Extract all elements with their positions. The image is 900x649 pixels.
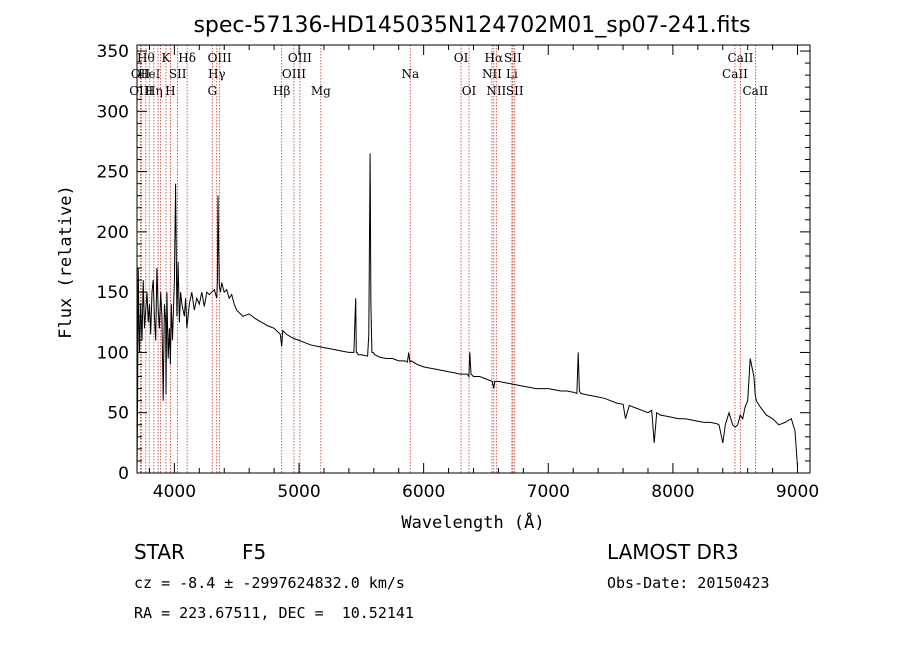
spectrum-line [136, 153, 798, 474]
x-tick-label: 6000 [402, 482, 445, 502]
subclass: F5 [242, 540, 267, 564]
y-tick-label: 200 [97, 223, 129, 243]
survey-label: LAMOST DR3 [607, 540, 739, 564]
line-marker-label: K [162, 51, 172, 65]
y-tick-label: 100 [97, 343, 129, 363]
line-marker-label: Hγ [208, 67, 226, 81]
x-tick-label: 5000 [277, 482, 320, 502]
x-axis-label: Wavelength (Å) [401, 511, 544, 533]
y-tick-label: 50 [107, 404, 129, 424]
line-marker-label: NII [486, 84, 506, 98]
line-marker-label: Hθ [137, 51, 155, 65]
x-tick-label: 7000 [527, 482, 570, 502]
redshift-readout: cz = -8.4 ± -2997624832.0 km/s [134, 574, 405, 592]
line-marker-label: Na [401, 67, 419, 81]
line-marker-label: Hη [145, 84, 163, 98]
line-marker-label: Li [506, 67, 518, 81]
line-marker-label: OIII [129, 84, 153, 98]
line-marker-label: OI [454, 51, 469, 65]
line-marker-label: HeI [138, 67, 161, 81]
y-axis-label: Flux (relative) [56, 185, 76, 339]
obs-date: Obs-Date: 20150423 [607, 574, 770, 592]
chart-title: spec-57136-HD145035N124702M01_sp07-241.f… [193, 13, 750, 38]
line-marker-label: Hα [485, 51, 504, 65]
line-marker-label: SII [169, 67, 187, 81]
line-marker-label: Hδ [178, 51, 196, 65]
x-tick-label: 4000 [153, 482, 196, 502]
line-marker-label: OI [462, 84, 477, 98]
y-tick-label: 0 [118, 464, 129, 484]
x-tick-label: 8000 [651, 482, 694, 502]
line-marker-label: OIII [288, 51, 312, 65]
line-marker-label: NII [482, 67, 502, 81]
line-marker-label: OIII [282, 67, 306, 81]
line-marker-label: OIII [208, 51, 232, 65]
line-marker-label: SII [504, 51, 522, 65]
line-marker-label: Hβ [273, 84, 290, 98]
y-tick-label: 300 [97, 102, 129, 122]
y-tick-label: 150 [97, 283, 129, 303]
plot-frame [136, 44, 811, 474]
line-marker-label: H [165, 84, 175, 98]
object-class: STAR [134, 540, 185, 564]
line-marker-label: CaII [742, 84, 768, 98]
coordinates: RA = 223.67511, DEC = 10.52141 [134, 604, 414, 622]
line-marker-label: Mg [311, 84, 331, 98]
line-marker-label: CaII [728, 51, 754, 65]
axis-ticks: 4000 5000 6000 7000 8000 9000 0 50 100 150 200 250 3… [97, 42, 820, 502]
x-tick-label: 9000 [776, 482, 819, 502]
y-tick-label: 250 [97, 163, 129, 183]
line-marker-label: CaII [722, 67, 748, 81]
line-marker-label: G [207, 84, 217, 98]
y-tick-label: 350 [97, 42, 129, 62]
line-marker-label: SII [506, 84, 524, 98]
emission-line-markers: OIIOIIIHθHeIHηKHSIIHδGHγOIIIHβOIIIOIIIMg… [129, 45, 769, 473]
